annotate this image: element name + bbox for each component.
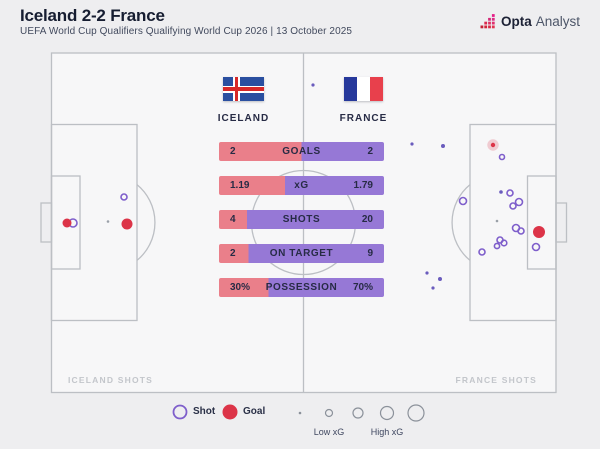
- left-goal: [40, 202, 53, 243]
- right-penalty-arc: [451, 184, 471, 261]
- france-flag: [344, 77, 383, 101]
- shot-legend-label: Shot: [193, 406, 216, 417]
- stat-row-on-target: 2 ON TARGET 9: [219, 244, 384, 263]
- iceland-flag: [223, 77, 264, 101]
- shot-marker: [531, 242, 541, 252]
- opta-logo-icon: [480, 14, 495, 29]
- shot-marker: [478, 248, 486, 256]
- home-value: 30%: [230, 282, 251, 293]
- home-team-column: ICELAND: [202, 77, 285, 124]
- shot-marker: [410, 142, 414, 146]
- xg-size-legend: [298, 404, 425, 422]
- home-shots-label: ICELAND SHOTS: [68, 375, 154, 385]
- goal-marker: [62, 218, 72, 228]
- shot-marker: [120, 193, 128, 201]
- shot-marker: [500, 239, 508, 247]
- stat-label: SHOTS: [282, 214, 321, 225]
- shot-marker: [514, 197, 524, 207]
- page-subtitle: UEFA World Cup Qualifiers Qualifying Wor…: [20, 26, 353, 37]
- brand-logo: Opta Analyst: [480, 13, 580, 29]
- away-value: 2: [367, 146, 373, 157]
- left-penalty-arc: [136, 184, 156, 261]
- away-team-column: FRANCE: [322, 77, 405, 124]
- shot-marker: [509, 202, 517, 210]
- shot-marker: [311, 83, 315, 87]
- shot-legend-icon: [172, 404, 188, 420]
- home-value: 1.19: [230, 180, 250, 191]
- left-penalty-spot: [106, 220, 110, 223]
- stat-label: GOALS: [282, 146, 321, 157]
- home-value: 4: [230, 214, 236, 225]
- page-title: Iceland 2-2 France: [20, 6, 165, 25]
- shot-marker: [517, 227, 525, 235]
- xg-size-circle: [407, 404, 425, 422]
- xg-size-circle: [324, 408, 334, 418]
- home-team-name: ICELAND: [217, 113, 270, 124]
- home-value: 2: [230, 248, 236, 259]
- xg-size-circle: [298, 411, 302, 415]
- stat-label: ON TARGET: [269, 248, 334, 259]
- goal-marker: [490, 142, 496, 148]
- shot-marker: [425, 271, 429, 275]
- high-xg-label: High xG: [370, 427, 404, 437]
- goal-marker: [533, 226, 545, 238]
- goal-legend-label: Goal: [243, 406, 266, 417]
- away-value: 20: [361, 214, 373, 225]
- away-value: 70%: [352, 282, 373, 293]
- away-value: 9: [367, 248, 373, 259]
- shot-marker: [441, 144, 445, 148]
- low-xg-label: Low xG: [313, 427, 345, 437]
- right-penalty-spot: [495, 219, 499, 223]
- brand-name: Opta: [500, 13, 532, 29]
- shot-markers-layer: [62, 83, 545, 290]
- stat-row-goals: 2 GOALS 2: [219, 142, 384, 161]
- shot-marker: [431, 286, 435, 290]
- shot-marker: [498, 153, 506, 161]
- xg-size-circle: [379, 405, 395, 421]
- home-value: 2: [230, 146, 236, 157]
- brand-suffix: Analyst: [535, 13, 580, 29]
- shot-marker: [458, 196, 468, 206]
- goal-legend-icon: [222, 404, 238, 420]
- xg-size-circle: [352, 407, 364, 419]
- stat-label: POSSESSION: [265, 282, 338, 293]
- right-goal: [555, 202, 568, 243]
- stat-row-shots: 4 SHOTS 20: [219, 210, 384, 229]
- stat-label: xG: [294, 180, 309, 191]
- goal-marker: [121, 218, 133, 230]
- stats-panel: 2 GOALS 2 1.19 xG 1.79 4 SHOTS 20 2 ON T…: [219, 142, 384, 312]
- shot-marker: [493, 242, 501, 250]
- away-shots-label: FRANCE SHOTS: [455, 375, 537, 385]
- away-value: 1.79: [353, 180, 373, 191]
- stat-row-possession: 30% POSSESSION 70%: [219, 278, 384, 297]
- shot-marker: [499, 190, 503, 194]
- shot-marker: [438, 277, 442, 281]
- away-team-name: FRANCE: [339, 113, 388, 124]
- stat-row-xg: 1.19 xG 1.79: [219, 176, 384, 195]
- shot-marker: [506, 189, 514, 197]
